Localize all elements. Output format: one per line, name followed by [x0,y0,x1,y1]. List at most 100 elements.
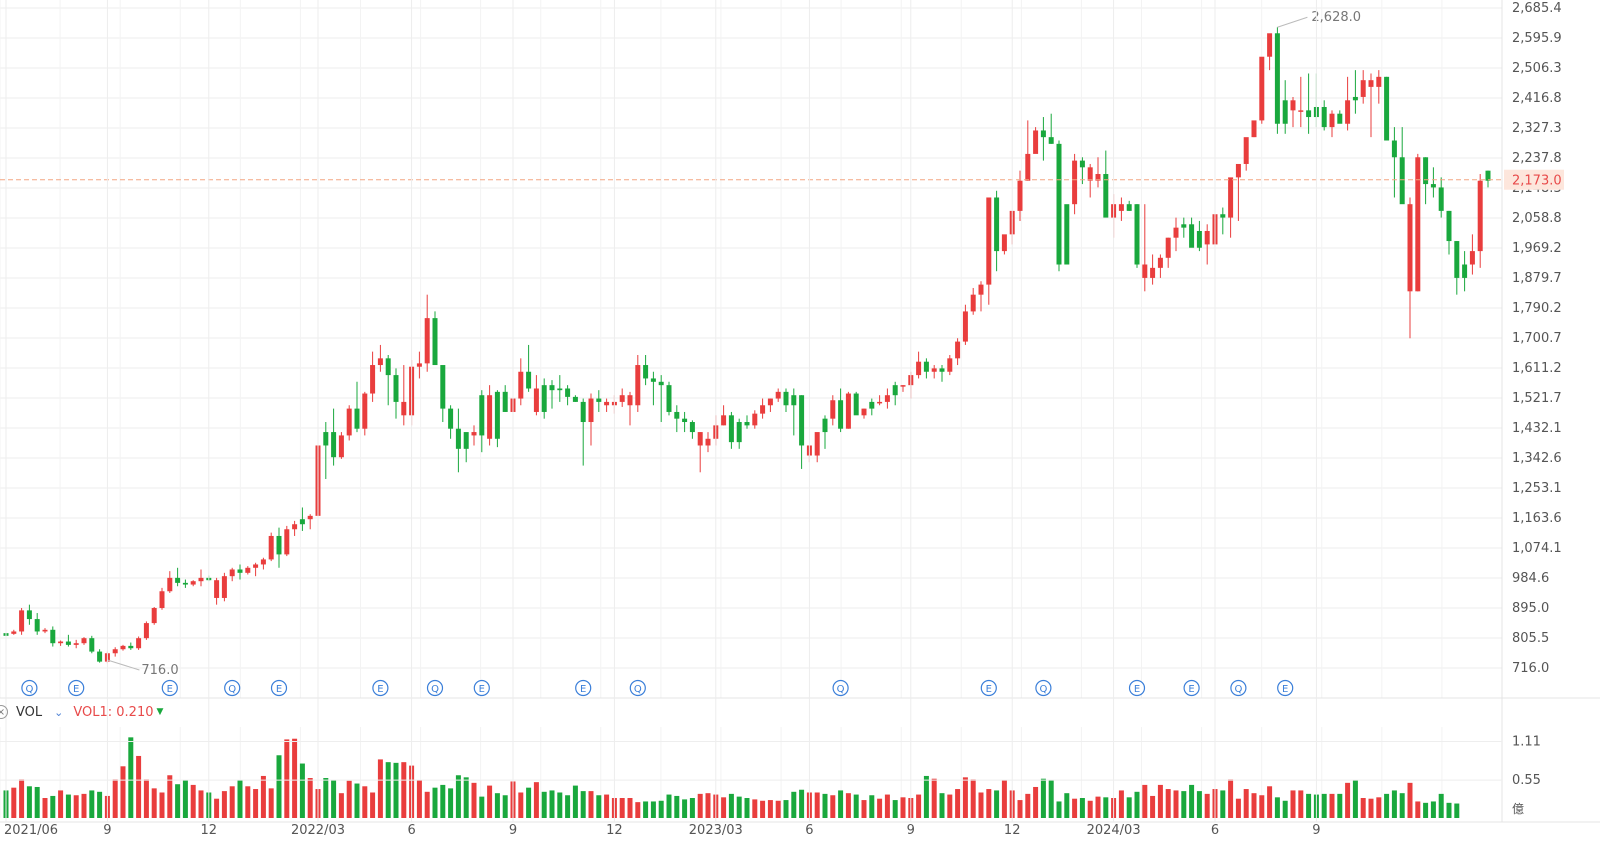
candle-body [331,432,337,458]
x-tick-label: 6 [407,823,415,838]
candle-body [1150,267,1156,278]
candle-body [136,638,142,649]
candle-body [494,391,500,439]
candle-body [1345,100,1351,124]
candle-body [1306,110,1312,118]
event-marker-letter: Q [634,684,642,695]
volume-bar [1087,800,1093,818]
volume-bar [526,787,532,818]
candle-body [572,396,578,402]
candle-body [518,371,524,399]
candle-body [580,401,586,423]
volume-bar [682,799,688,818]
event-marker-letter: Q [1234,684,1242,695]
volume-bar [377,759,383,818]
volume-bar [190,784,196,818]
candle-body [1407,204,1413,292]
volume-bar [1064,793,1070,818]
candle [970,287,976,315]
candle [1290,96,1296,128]
volume-bar [1337,793,1343,818]
volume-tick-label: 0.55 [1512,773,1541,788]
event-marker-ring [372,679,389,697]
candle [962,304,968,345]
candle [471,425,477,446]
candle-body [346,408,352,436]
candle-body [1243,137,1249,164]
volume-bar [1079,798,1085,818]
candle-body [463,432,469,449]
event-marker-e: E [980,679,997,697]
volume-bar [175,784,181,818]
candle [1142,204,1148,292]
candle-body [182,582,188,585]
candle-body [526,371,532,389]
candle [440,365,446,423]
volume-bar [767,800,773,818]
candle-body [89,638,95,652]
candle-body [120,645,126,650]
candle-body [557,388,563,391]
candle [588,393,594,446]
volume-bar [1282,800,1288,818]
candle-body [401,401,407,416]
volume-bar [323,778,329,818]
candle [666,381,672,416]
candle [198,569,204,587]
event-marker-e: E [68,679,85,697]
candle-body [455,428,461,449]
candle [1345,76,1351,131]
candle-body [276,535,282,555]
candle [1399,127,1405,205]
candle [1352,70,1358,114]
candle-body [892,385,898,396]
candle [658,375,664,423]
candle [424,294,430,372]
volume-indicator-name: VOL [16,704,43,720]
event-marker-ring [161,679,178,697]
candle [947,354,953,376]
price-tick-label: 1,253.1 [1512,481,1562,496]
candle-body [487,395,493,439]
candle [830,395,836,426]
volume-bar [565,795,571,818]
event-marker-e: E [1183,679,1200,697]
max-annotation-leader [1277,16,1308,28]
volume-bar [237,780,243,818]
candle [721,405,727,426]
event-marker-letter: E [1134,684,1140,695]
volume-bar [1298,790,1304,818]
candle [260,557,266,570]
candle-body [323,432,329,446]
volume-bar [424,791,430,818]
candle [50,626,56,647]
candle [1040,117,1046,161]
x-tick-label: 2021/06 [4,823,58,838]
candle-body [1181,224,1187,228]
volume-bar [916,794,922,818]
triangle-down-icon[interactable]: ▼ [156,707,164,717]
volume-bar [11,787,17,818]
event-marker-letter: Q [431,684,439,695]
candle-body [604,401,610,406]
chevron-down-icon[interactable]: ⌄ [54,705,64,719]
candle [1064,204,1070,265]
candle-body [1079,160,1085,168]
candle [479,390,485,453]
candle [635,354,641,412]
candle-body [1446,210,1452,242]
candle [986,197,992,305]
candle [853,391,859,416]
volume-bar [783,800,789,818]
volume-bar [689,798,695,818]
close-indicator-icon[interactable]: × [0,705,8,719]
candle [1384,76,1390,141]
candle-body [1391,140,1397,158]
volume-bar [136,755,142,818]
candle [697,432,703,473]
price-tick-label: 1,879.7 [1512,271,1562,286]
price-tick-label: 2,595.9 [1512,31,1562,46]
candle [182,579,188,588]
current-price-label: 2,173.0 [1512,174,1562,189]
